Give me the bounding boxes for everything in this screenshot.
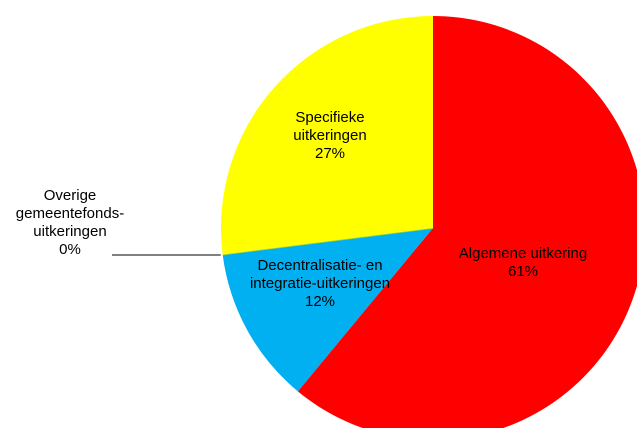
value-label: 27% xyxy=(315,145,345,162)
label-line: Overige xyxy=(44,187,97,204)
label-line: integratie-uitkeringen xyxy=(250,275,390,292)
slice-label: Overige gemeentefonds-uitkeringen xyxy=(16,187,124,240)
value-label: 0% xyxy=(59,241,81,258)
value-label: 12% xyxy=(305,293,335,310)
label-line: uitkeringen xyxy=(293,127,366,144)
pie-slice xyxy=(222,228,433,392)
slice-label: Algemene uitkering xyxy=(459,245,587,262)
slice-label: Decentralisatie- en integratie-uitkeringe… xyxy=(250,257,390,292)
label-line: Decentralisatie- en xyxy=(257,257,382,274)
label-line: gemeentefonds- xyxy=(16,205,124,222)
label-line: uitkeringen xyxy=(33,223,106,240)
value-label: 61% xyxy=(508,263,538,280)
label-line: Specifieke xyxy=(295,109,364,126)
label-line: Algemene uitkering xyxy=(459,245,587,262)
pie-slice xyxy=(220,16,433,255)
pie-slice xyxy=(297,16,637,428)
slice-label: Specifieke uitkeringen xyxy=(293,109,366,144)
pie-slice xyxy=(222,227,434,256)
